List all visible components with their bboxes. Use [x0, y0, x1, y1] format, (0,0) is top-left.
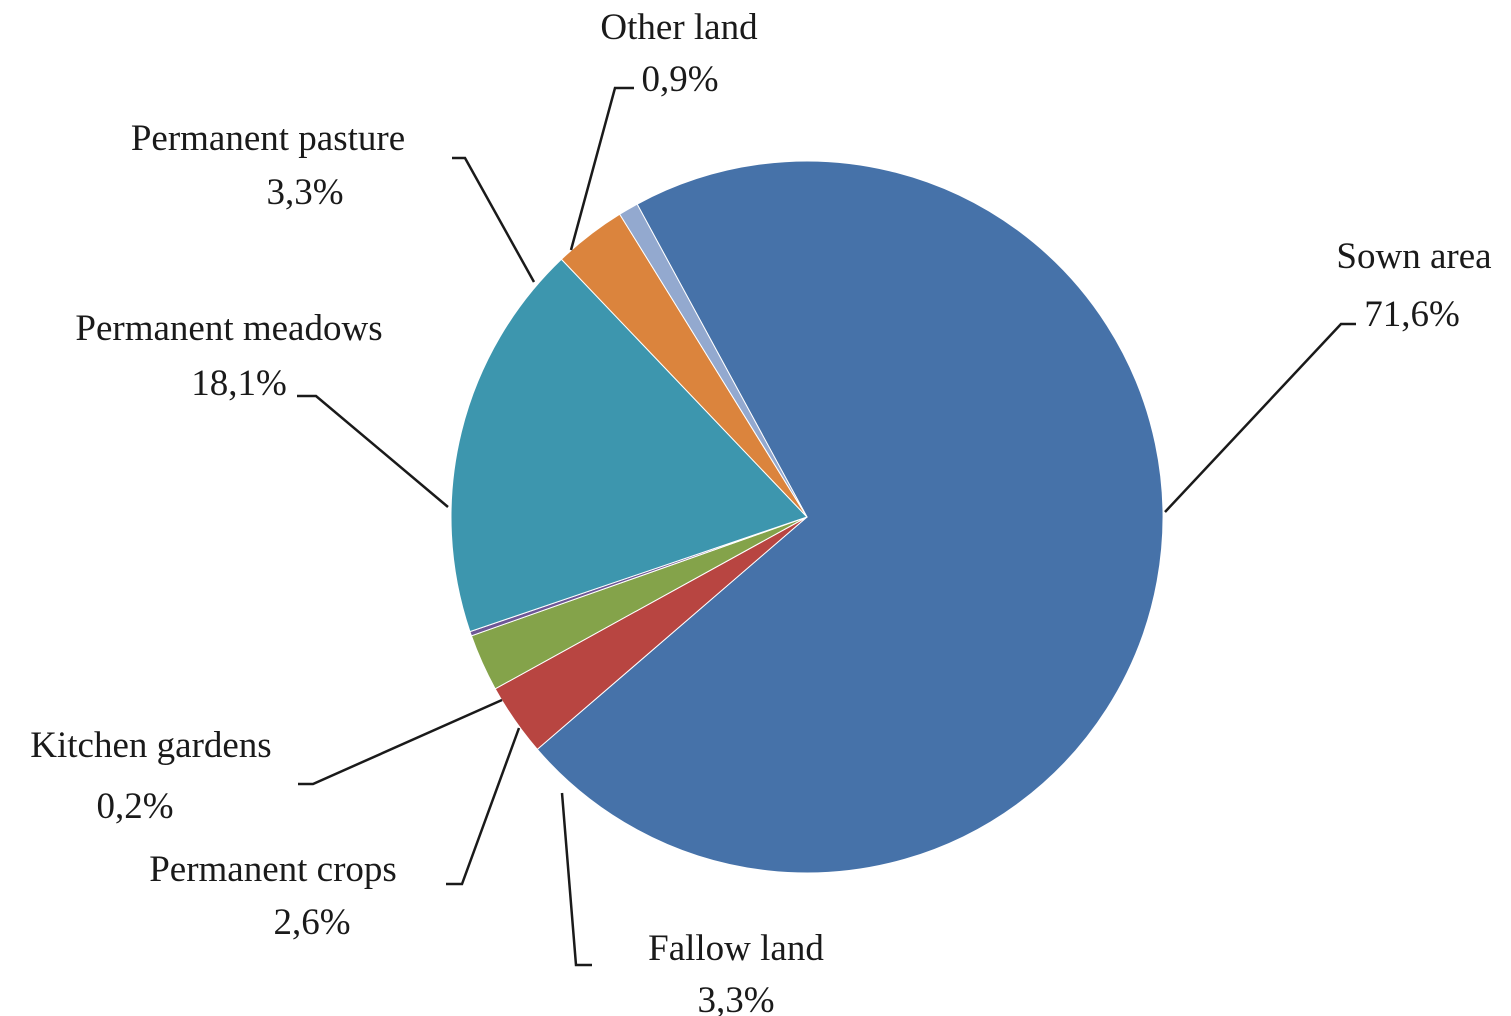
leader-line-other-land	[569, 86, 634, 251]
label-value-sown-area: 71,6%	[1364, 294, 1460, 335]
leader-line-sown-area	[1164, 322, 1356, 513]
label-name-permanent-meadows: Permanent meadows	[75, 308, 382, 349]
label-value-kitchen-gardens: 0,2%	[96, 786, 173, 827]
label-name-sown-area: Sown area	[1336, 236, 1491, 277]
leader-line-permanent-pasture	[452, 156, 536, 283]
label-value-permanent-pasture: 3,3%	[266, 172, 343, 213]
pie-slice-sown-area	[536, 160, 1164, 874]
leader-line-fallow-land	[560, 792, 592, 967]
pie-slice-other-land	[619, 203, 808, 518]
label-name-permanent-crops: Permanent crops	[149, 849, 397, 890]
leader-line-permanent-crops	[446, 727, 521, 886]
pie-slices	[450, 160, 1164, 874]
data-labels: Sown area 71,6% Fallow land 3,3% Permane…	[30, 7, 1491, 1016]
label-name-other-land: Other land	[600, 7, 758, 48]
label-name-permanent-pasture: Permanent pasture	[131, 118, 405, 159]
label-value-permanent-crops: 2,6%	[273, 902, 350, 943]
pie-slice-permanent-meadows	[450, 258, 808, 633]
label-name-kitchen-gardens: Kitchen gardens	[30, 725, 271, 766]
label-value-permanent-meadows: 18,1%	[191, 363, 287, 404]
label-value-other-land: 0,9%	[641, 59, 718, 100]
label-name-fallow-land: Fallow land	[648, 928, 824, 969]
leader-lines	[297, 86, 1356, 967]
label-value-fallow-land: 3,3%	[697, 980, 774, 1016]
leader-line-kitchen-gardens	[298, 698, 503, 786]
leader-line-permanent-meadows	[297, 394, 449, 508]
